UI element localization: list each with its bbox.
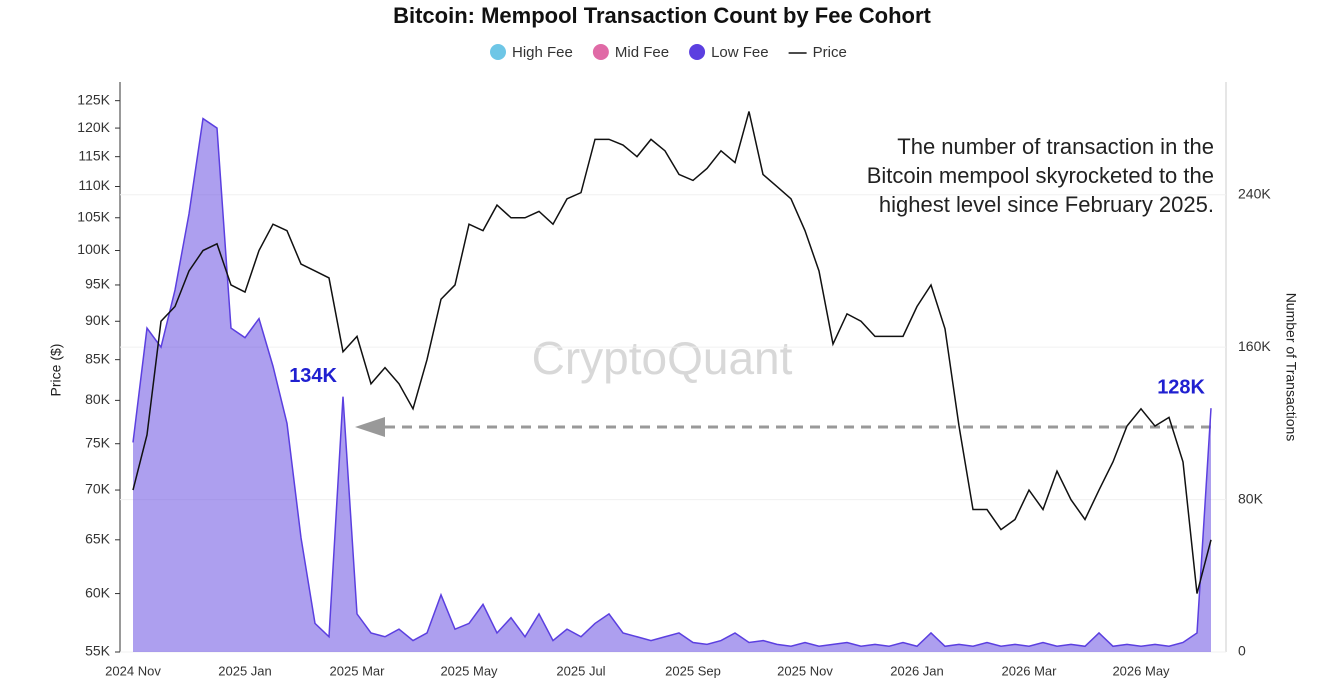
annotation-line: Bitcoin mempool skyrocketed to the	[867, 163, 1214, 188]
area-fill	[133, 118, 1211, 652]
x-tick-label: 2025 Nov	[777, 663, 833, 678]
y-tick-label: 85K	[85, 350, 111, 366]
y-tick-label: 120K	[77, 119, 110, 135]
x-tick-label: 2024 Nov	[105, 663, 161, 678]
y2-tick-label: 0	[1238, 643, 1246, 659]
y-tick-label: 105K	[77, 208, 110, 224]
legend-label: High Fee	[512, 44, 573, 61]
x-tick-label: 2025 Mar	[330, 663, 386, 678]
y2-tick-label: 160K	[1238, 338, 1271, 354]
x-tick-label: 2025 Sep	[665, 663, 721, 678]
value-label: 134K	[289, 365, 337, 387]
legend-swatch	[490, 44, 506, 60]
y2-axis-label: Number of Transactions	[1283, 293, 1299, 442]
y-tick-label: 115K	[78, 147, 110, 163]
x-tick-label: 2025 May	[440, 663, 498, 678]
area-line	[132, 117, 1212, 648]
y2-tick-label: 240K	[1238, 185, 1271, 201]
x-tick-label: 2026 Mar	[1002, 663, 1058, 678]
y-tick-label: 75K	[85, 434, 111, 450]
y-tick-label: 80K	[85, 391, 111, 407]
y-tick-label: 60K	[85, 584, 111, 600]
legend-swatch	[592, 44, 609, 60]
value-label: 128K	[1157, 376, 1205, 398]
y-tick-label: 110K	[78, 177, 110, 193]
x-tick-label: 2025 Jul	[556, 663, 605, 678]
annotation: The number of transaction in the Bitcoin …	[867, 134, 1214, 217]
x-tick-label: 2026 Jan	[890, 663, 944, 678]
legend-label: Mid Fee	[615, 44, 669, 61]
y-tick-label: 125K	[77, 91, 110, 107]
y-tick-label: 100K	[77, 241, 110, 257]
arrow-head	[355, 417, 385, 437]
legend-label: Price	[813, 44, 847, 61]
y-tick-label: 70K	[85, 481, 111, 497]
y2-tick-label: 80K	[1238, 490, 1264, 506]
y-axis-label: Price ($)	[48, 344, 64, 397]
y-tick-label: 95K	[85, 276, 111, 292]
legend-label: Low Fee	[711, 44, 769, 61]
chart-title: Bitcoin: Mempool Transaction Count by Fe…	[393, 3, 931, 28]
annotation-line: highest level since February 2025.	[879, 192, 1214, 217]
x-tick-label: 2025 Jan	[218, 663, 272, 678]
y-tick-label: 55K	[85, 643, 111, 659]
x-tick-label: 2026 May	[1112, 663, 1170, 678]
legend-swatch	[689, 44, 706, 60]
price-line	[132, 111, 1212, 594]
watermark: CryptoQuant	[532, 332, 793, 384]
annotation-line: The number of transaction in the	[897, 134, 1214, 159]
y-tick-label: 65K	[85, 531, 111, 547]
y-tick-label: 90K	[85, 312, 111, 328]
